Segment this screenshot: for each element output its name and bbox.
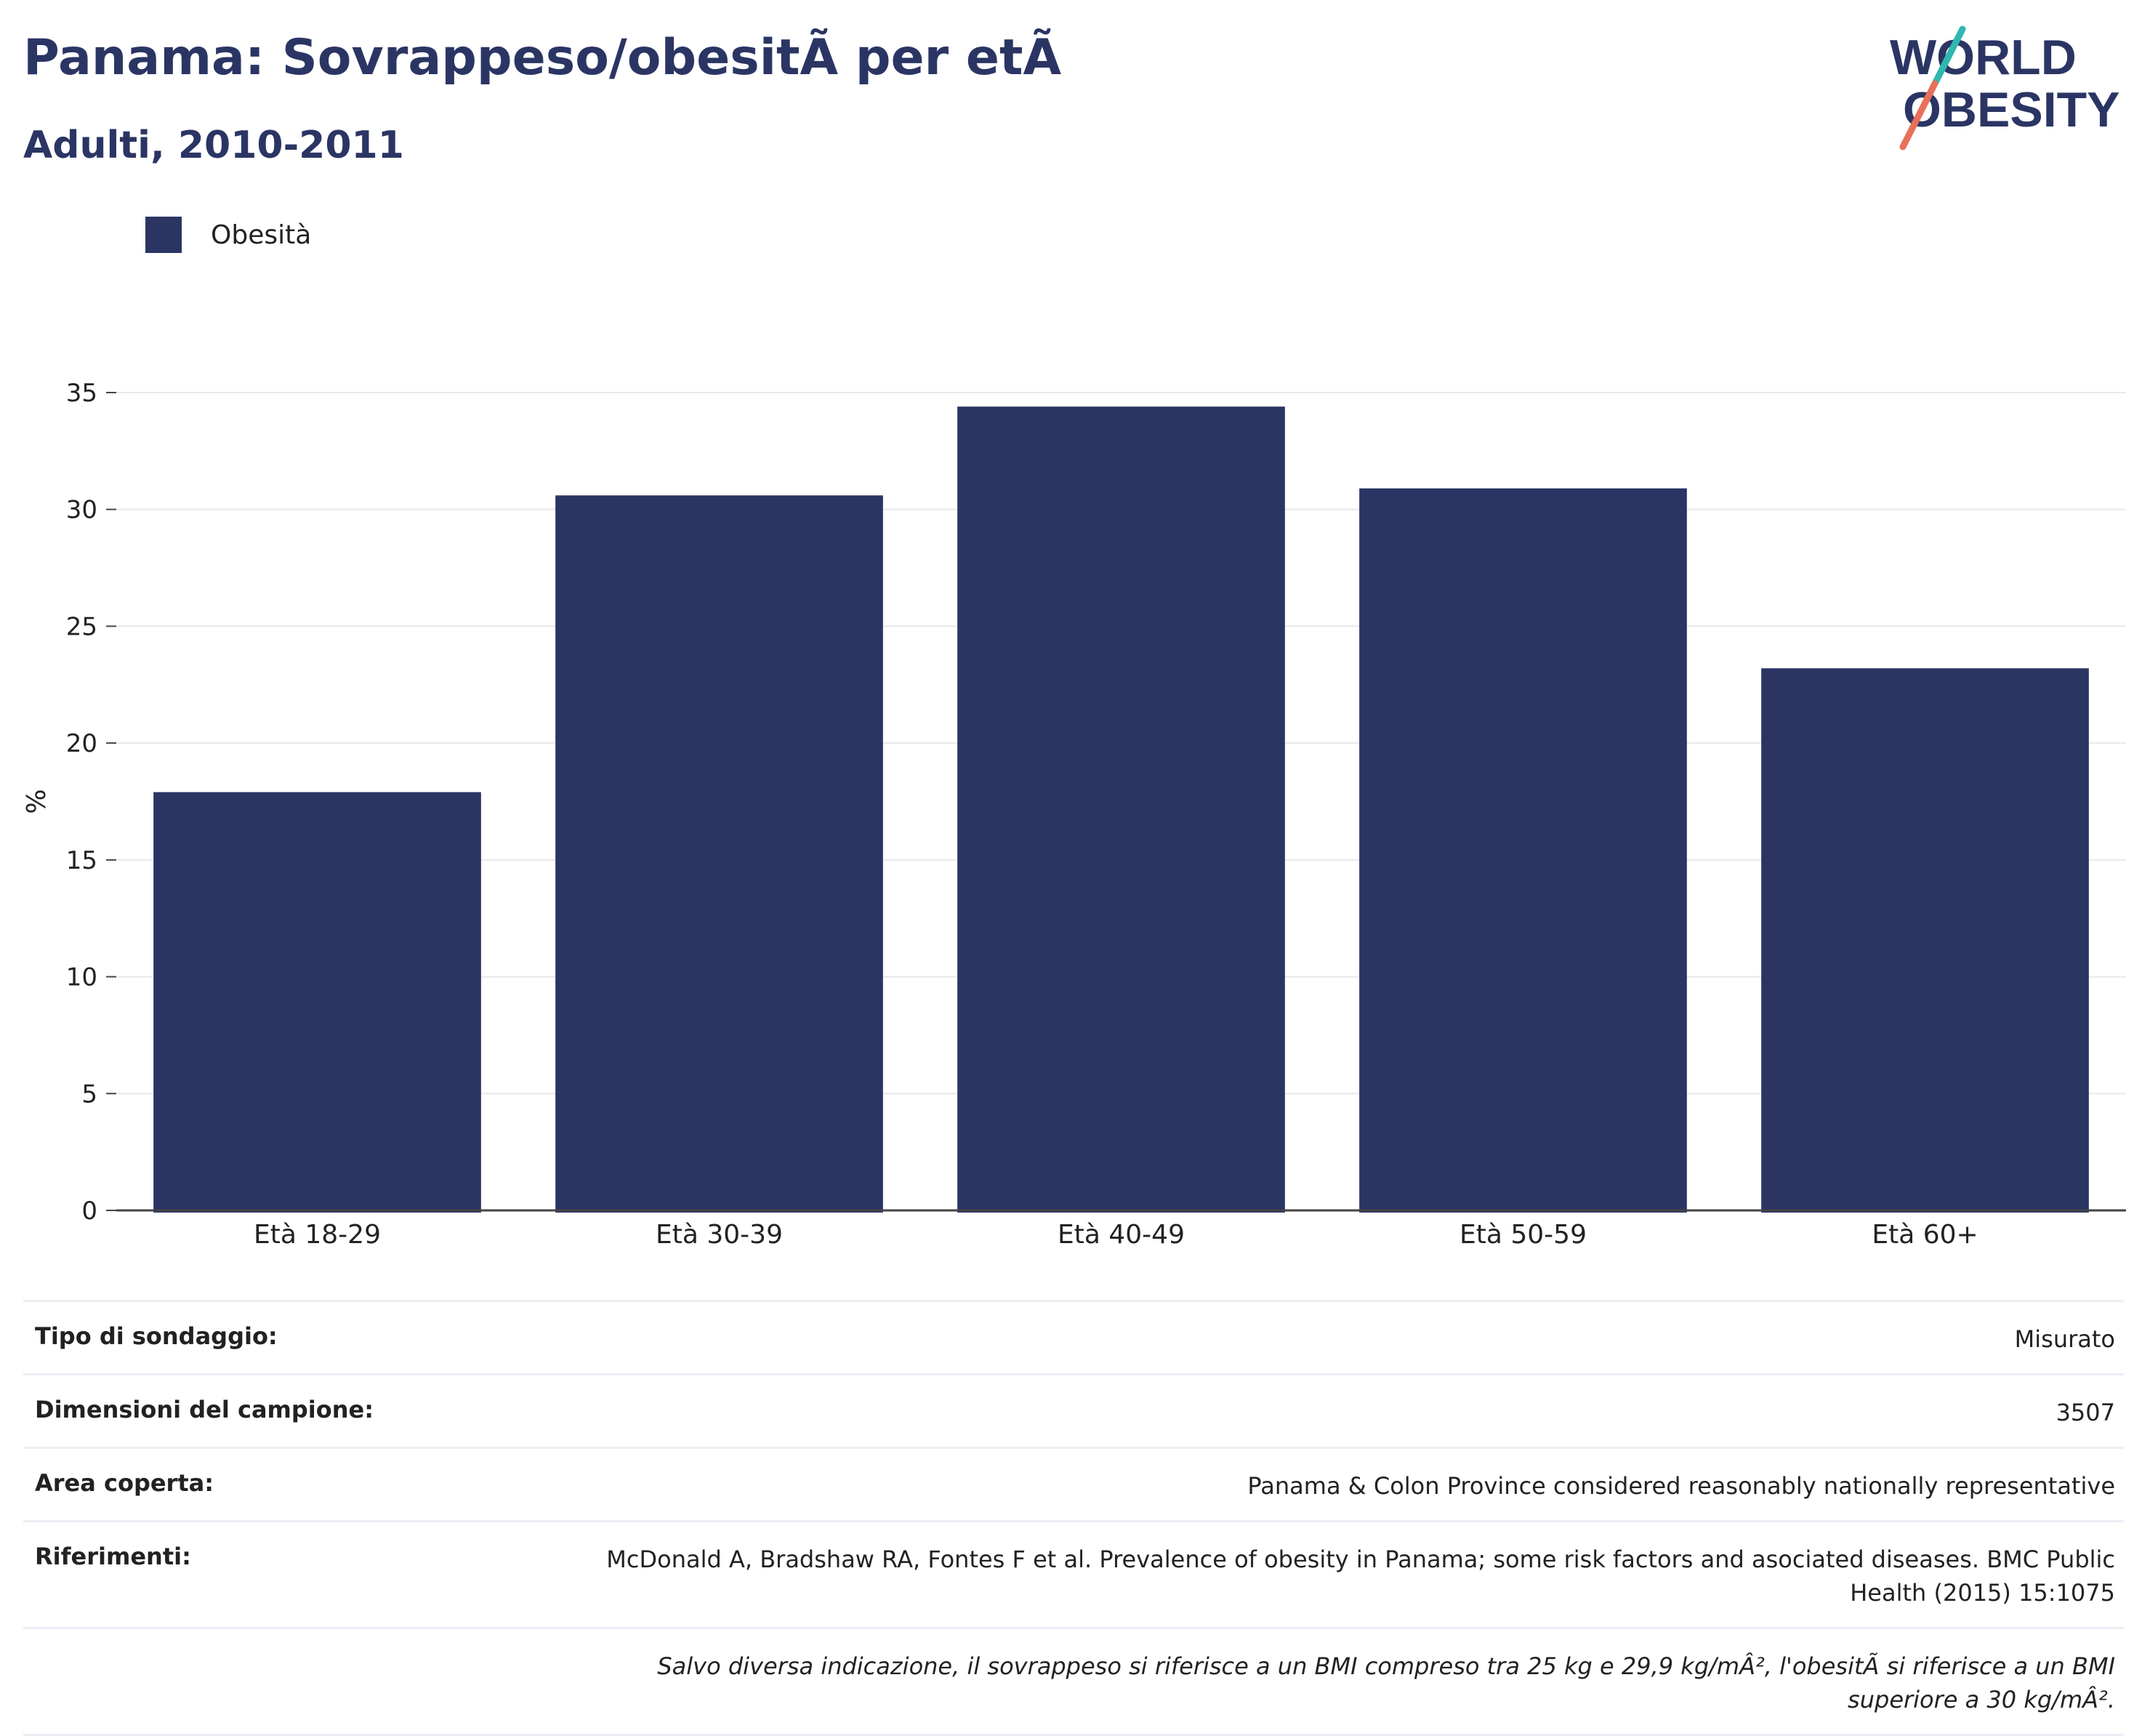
info-value: McDonald A, Bradshaw RA, Fontes F et al.… xyxy=(606,1546,2115,1607)
info-value: 3507 xyxy=(2056,1399,2115,1426)
info-row-area-covered: Area coperta: Panama & Colon Province co… xyxy=(23,1447,2124,1520)
survey-info-table: Tipo di sondaggio: Misurato Dimensioni d… xyxy=(23,1300,2124,1736)
info-row-survey-type: Tipo di sondaggio: Misurato xyxy=(23,1300,2124,1373)
logo-text-obesity: OBESITY xyxy=(1903,82,2120,137)
y-tick-label: 25 xyxy=(66,612,97,641)
chart-title: Panama: Sovrappeso/obesitÃ per etÃ xyxy=(23,29,1062,87)
logo-slash-teal xyxy=(1931,25,1966,87)
info-key: Area coperta: xyxy=(35,1469,214,1497)
world-obesity-logo: WORLD OBESITY xyxy=(1890,25,2120,150)
x-tick-label: Età 60+ xyxy=(1872,1220,1978,1250)
bar-5 xyxy=(1761,668,2089,1213)
info-key: Riferimenti: xyxy=(35,1543,191,1570)
chart-legend: Obesità xyxy=(145,217,311,253)
info-value: Panama & Colon Province considered reaso… xyxy=(1247,1472,2115,1500)
info-value: Misurato xyxy=(2014,1325,2115,1353)
bar-1 xyxy=(153,792,481,1213)
y-tick-label: 30 xyxy=(66,496,97,525)
bar-chart: 0 5 10 15 20 25 30 35 Età 18-29 Età 30-39 Età 40-… xyxy=(22,379,2126,1250)
x-tick-label: Età 30-39 xyxy=(656,1220,783,1250)
note-text: Salvo diversa indicazione, il sovrappeso… xyxy=(657,1652,2115,1713)
legend-label-obesita: Obesità xyxy=(211,220,312,250)
y-tick-label: 35 xyxy=(66,379,97,408)
y-tick-label: 10 xyxy=(66,963,97,992)
y-tick-label: 0 xyxy=(81,1197,97,1226)
info-row-references: Riferimenti: McDonald A, Bradshaw RA, Fo… xyxy=(23,1520,2124,1627)
logo-slash-coral xyxy=(1899,80,1938,150)
chart-subtitle: Adulti, 2010-2011 xyxy=(23,124,404,167)
info-key: Dimensioni del campione: xyxy=(35,1396,374,1423)
x-tick-label: Età 50-59 xyxy=(1459,1220,1587,1250)
info-row-sample-size: Dimensioni del campione: 3507 xyxy=(23,1373,2124,1447)
legend-swatch-obesita xyxy=(145,217,182,253)
y-axis-label: % xyxy=(22,789,52,813)
info-key: Tipo di sondaggio: xyxy=(35,1322,278,1350)
bar-4 xyxy=(1359,488,1687,1213)
x-tick-label: Età 40-49 xyxy=(1058,1220,1185,1250)
y-tick-label: 15 xyxy=(66,846,97,875)
bar-2 xyxy=(555,495,883,1213)
bar-3 xyxy=(957,406,1285,1213)
x-tick-label: Età 18-29 xyxy=(254,1220,381,1250)
y-tick-label: 20 xyxy=(66,729,97,758)
y-tick-label: 5 xyxy=(81,1080,97,1109)
logo-text-world: WORLD xyxy=(1890,30,2077,85)
bmi-definition-note: Salvo diversa indicazione, il sovrappeso… xyxy=(23,1627,2124,1736)
